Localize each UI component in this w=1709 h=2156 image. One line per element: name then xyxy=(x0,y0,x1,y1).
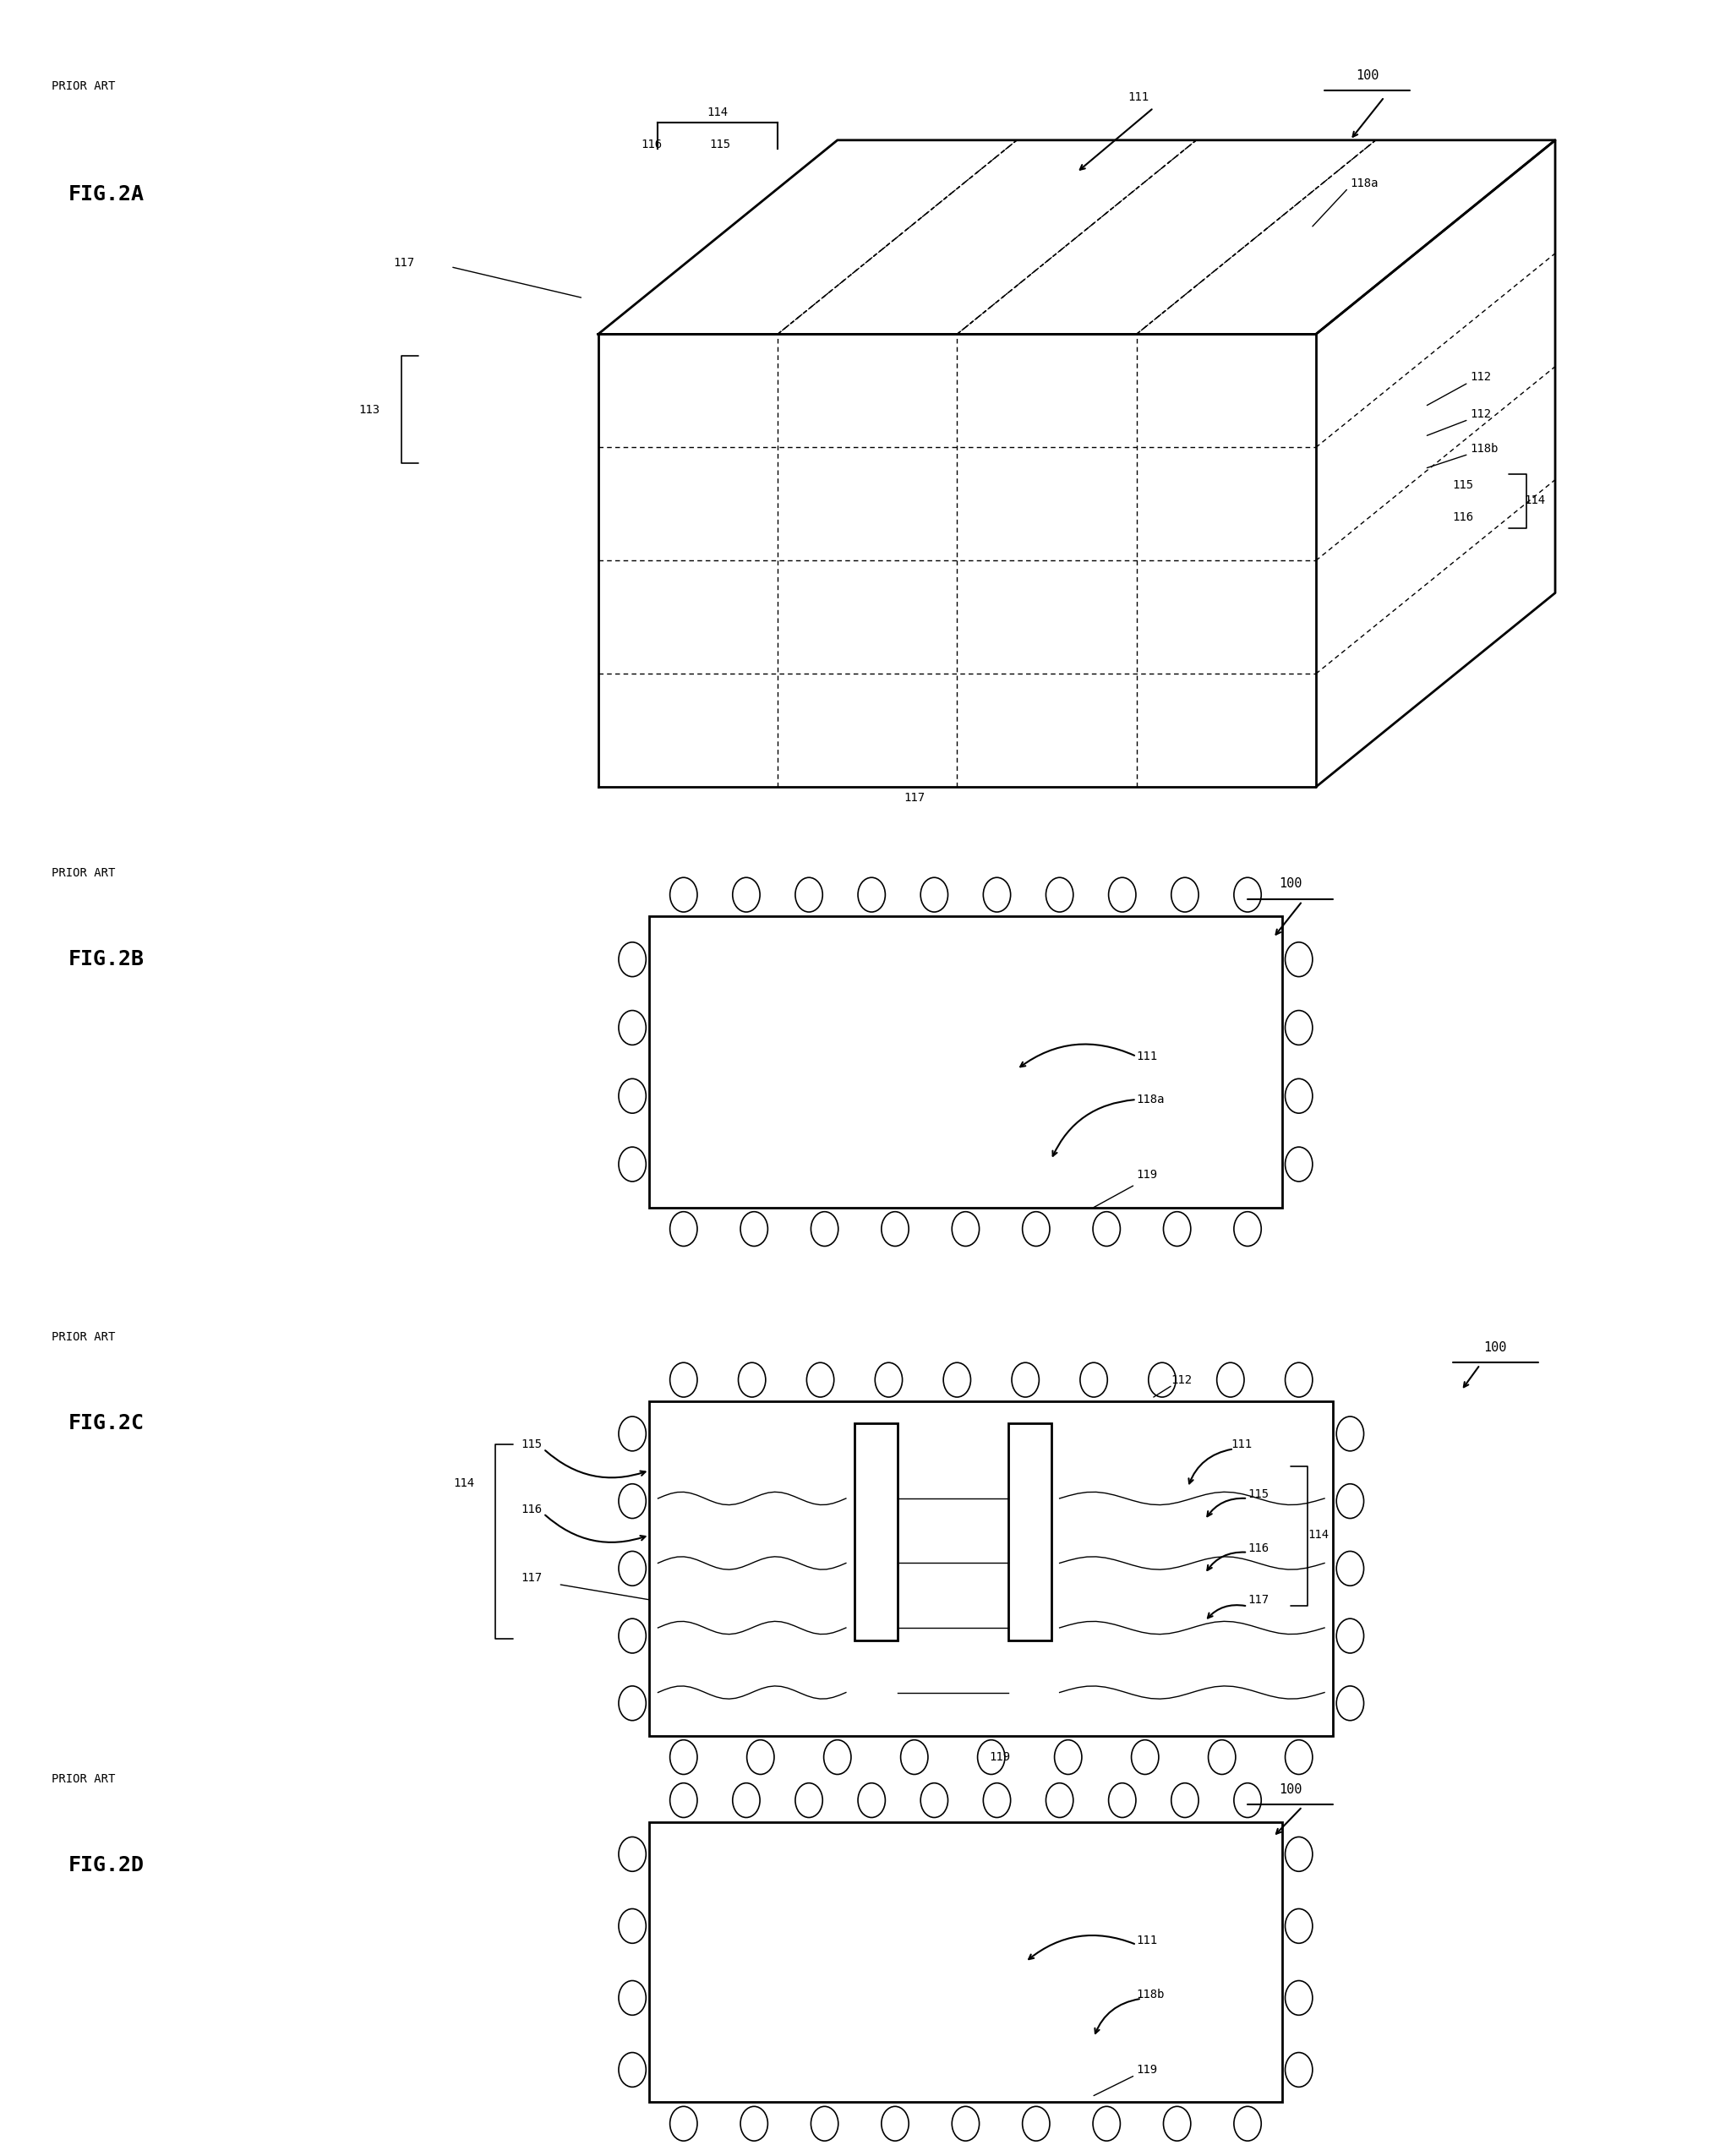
Text: FIG.2A: FIG.2A xyxy=(68,183,145,205)
Text: 111: 111 xyxy=(1136,1934,1157,1947)
Text: PRIOR ART: PRIOR ART xyxy=(51,867,115,880)
Text: PRIOR ART: PRIOR ART xyxy=(51,1772,115,1785)
Text: 119: 119 xyxy=(990,1751,1010,1764)
Text: 100: 100 xyxy=(1278,1783,1302,1796)
Bar xyxy=(649,1401,1333,1736)
Text: 116: 116 xyxy=(641,138,661,151)
Text: 114: 114 xyxy=(708,106,728,119)
Text: 117: 117 xyxy=(904,791,925,804)
Text: 116: 116 xyxy=(1248,1542,1268,1554)
Text: 112: 112 xyxy=(1171,1373,1191,1386)
Text: PRIOR ART: PRIOR ART xyxy=(51,80,115,93)
Text: 112: 112 xyxy=(1470,371,1490,384)
Text: 100: 100 xyxy=(1278,877,1302,890)
Text: 111: 111 xyxy=(1136,1050,1157,1063)
Bar xyxy=(649,1822,1282,2102)
Text: FIG.2C: FIG.2C xyxy=(68,1412,145,1434)
Text: 118a: 118a xyxy=(1136,1093,1166,1106)
Text: 114: 114 xyxy=(453,1477,473,1490)
Text: 115: 115 xyxy=(1248,1488,1268,1501)
Text: 119: 119 xyxy=(1136,2063,1157,2076)
Text: PRIOR ART: PRIOR ART xyxy=(51,1330,115,1343)
Text: 112: 112 xyxy=(1470,407,1490,420)
Bar xyxy=(1008,1423,1051,1641)
Text: 111: 111 xyxy=(1230,1438,1251,1451)
Text: 118b: 118b xyxy=(1136,1988,1166,2001)
Text: 115: 115 xyxy=(709,138,730,151)
Text: 117: 117 xyxy=(1248,1593,1268,1606)
Text: 119: 119 xyxy=(1136,1169,1157,1181)
Text: 114: 114 xyxy=(1524,494,1545,507)
Text: 115: 115 xyxy=(1453,479,1473,492)
Text: 100: 100 xyxy=(1355,69,1379,82)
Text: 116: 116 xyxy=(521,1503,542,1516)
Bar xyxy=(649,916,1282,1207)
Bar xyxy=(854,1423,897,1641)
Text: FIG.2D: FIG.2D xyxy=(68,1854,145,1876)
Text: FIG.2B: FIG.2B xyxy=(68,949,145,970)
Text: 117: 117 xyxy=(393,257,414,270)
Text: 118a: 118a xyxy=(1350,177,1379,190)
Text: 111: 111 xyxy=(1128,91,1148,103)
Text: 100: 100 xyxy=(1483,1341,1507,1354)
Text: 115: 115 xyxy=(521,1438,542,1451)
Text: 116: 116 xyxy=(1453,511,1473,524)
Text: 118b: 118b xyxy=(1470,442,1499,455)
Text: 114: 114 xyxy=(1307,1529,1328,1542)
Text: 117: 117 xyxy=(521,1572,542,1585)
Text: 113: 113 xyxy=(359,403,379,416)
